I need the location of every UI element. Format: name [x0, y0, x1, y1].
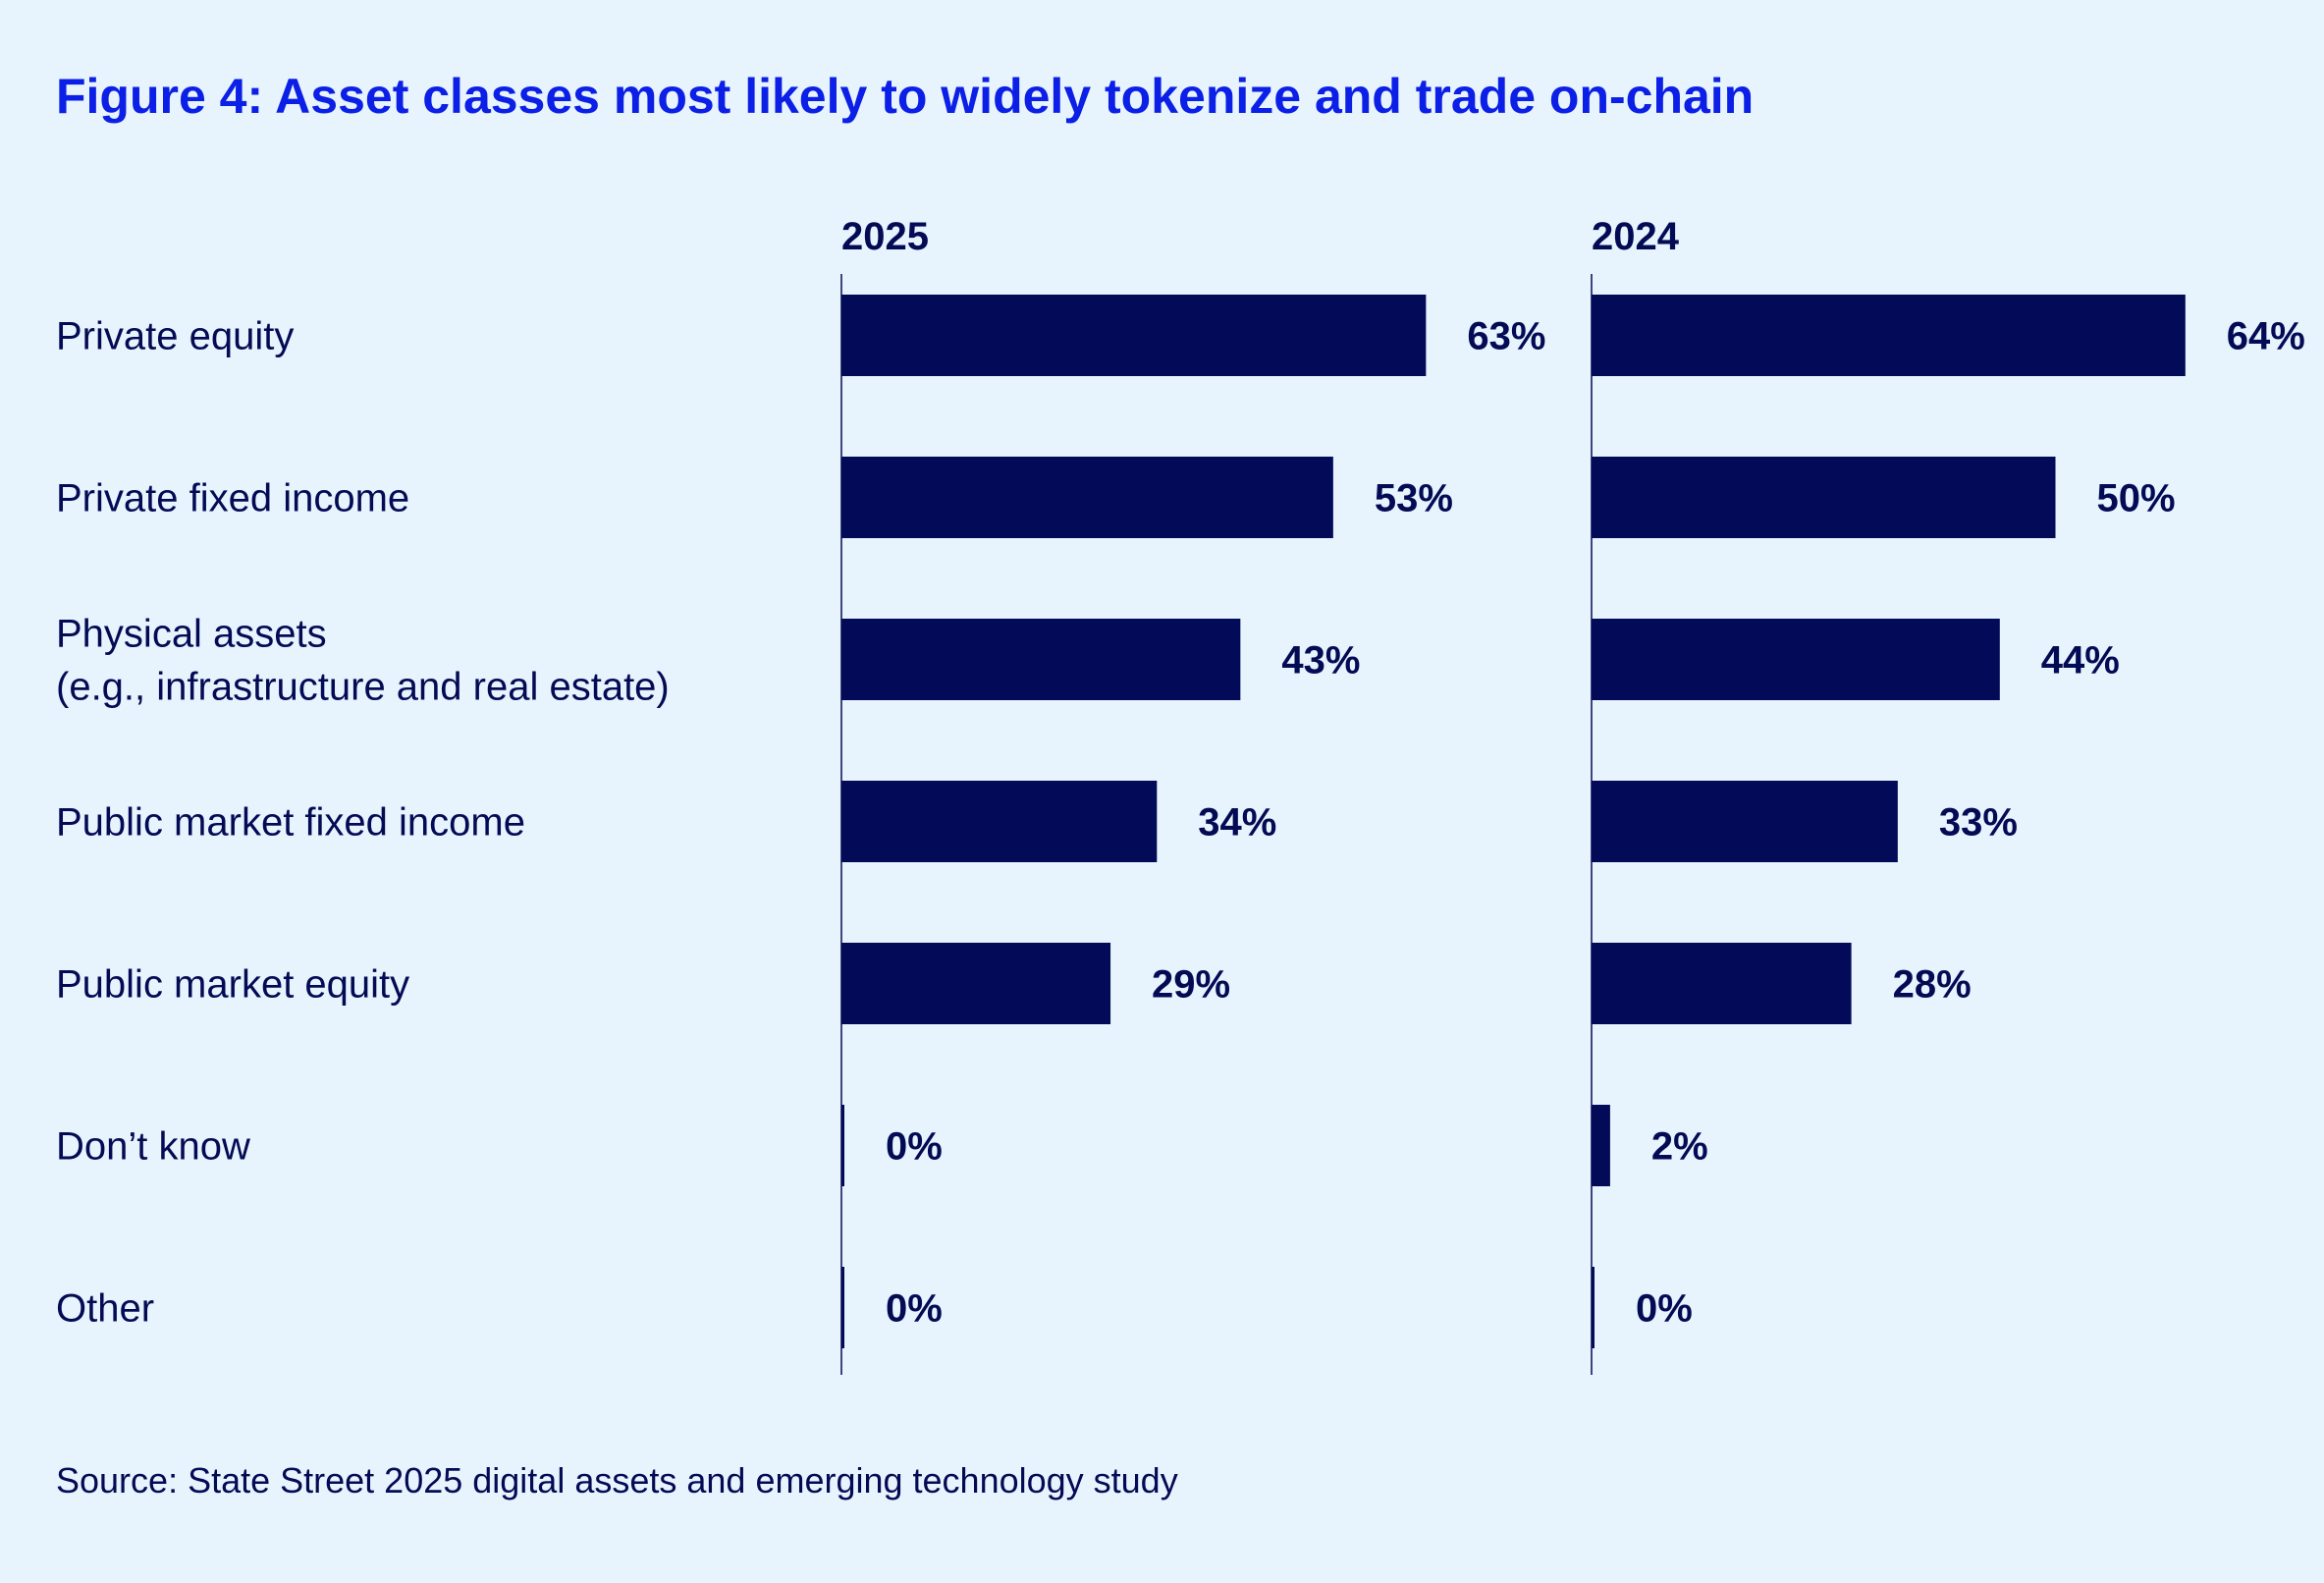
bar: [1592, 1267, 1594, 1348]
bar: [1592, 1105, 1610, 1186]
category-label: Physical assets (e.g., infrastructure and…: [56, 613, 670, 709]
category-label: Don’t know: [56, 1125, 250, 1169]
bar: [1592, 619, 2000, 700]
bar: [1592, 457, 2056, 538]
bar: [841, 943, 1111, 1024]
data-label: 28%: [1893, 963, 1972, 1007]
data-label: 2%: [1651, 1125, 1708, 1169]
category-label: Other: [56, 1287, 154, 1331]
series-2024: 2024 64% 50% 44% 33% 28% 2% 0%: [1591, 215, 2305, 1375]
bar: [1592, 781, 1898, 862]
bar: [841, 1105, 844, 1186]
data-label: 29%: [1152, 963, 1230, 1007]
category-label: Private fixed income: [56, 477, 409, 520]
data-label: 43%: [1281, 639, 1360, 682]
category-label: Public market equity: [56, 963, 409, 1007]
data-label: 44%: [2041, 639, 2120, 682]
series-header: 2025: [841, 215, 929, 258]
data-label: 33%: [1939, 801, 2018, 845]
data-label: 0%: [886, 1125, 943, 1169]
source-note: Source: State Street 2025 digital assets…: [56, 1460, 1178, 1501]
bar: [1592, 943, 1852, 1024]
series-2025: 2025 63% 53% 43% 34% 29% 0% 0%: [840, 215, 1545, 1375]
data-label: 53%: [1375, 477, 1453, 520]
bar: [841, 295, 1427, 376]
data-label: 34%: [1198, 801, 1276, 845]
data-label: 0%: [886, 1287, 943, 1331]
series-header: 2024: [1592, 215, 1680, 258]
data-label: 0%: [1636, 1287, 1693, 1331]
bar: [841, 781, 1158, 862]
bar: [841, 457, 1333, 538]
category-label: Public market fixed income: [56, 801, 525, 845]
bar: [841, 619, 1241, 700]
category-label: Private equity: [56, 315, 294, 358]
data-label: 64%: [2227, 315, 2305, 358]
chart-title: Figure 4: Asset classes most likely to w…: [56, 69, 1754, 124]
data-label: 50%: [2097, 477, 2176, 520]
bar: [841, 1267, 844, 1348]
data-label: 63%: [1467, 315, 1545, 358]
bar: [1592, 295, 2186, 376]
